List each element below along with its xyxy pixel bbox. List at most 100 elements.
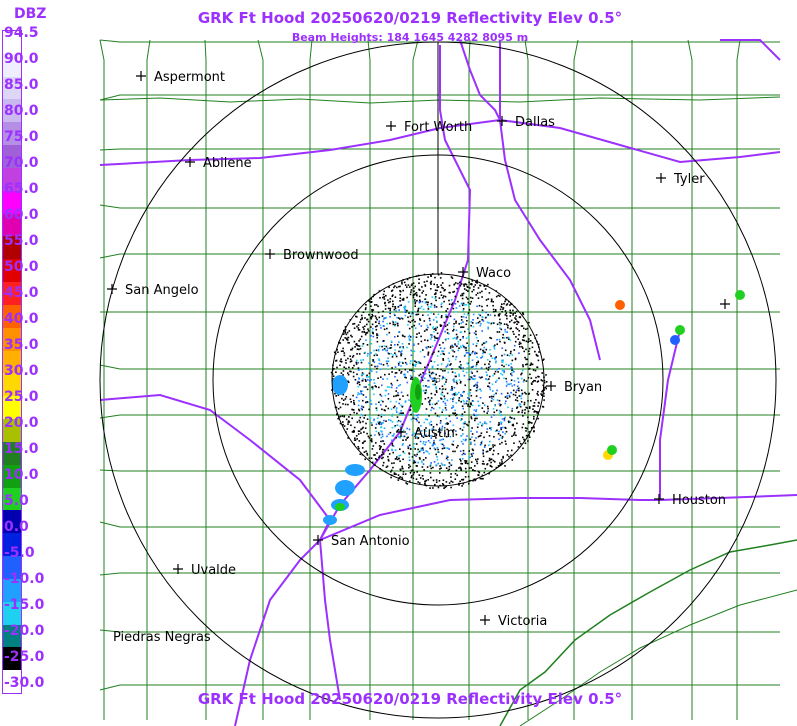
echo-pixel	[384, 349, 387, 352]
echo-pixel	[502, 308, 504, 311]
echo-pixel	[375, 304, 378, 306]
echo-pixel	[465, 323, 468, 326]
echo-pixel	[368, 372, 371, 375]
echo-pixel	[470, 453, 473, 455]
echo-pixel	[417, 448, 419, 451]
echo-pixel	[470, 324, 472, 327]
echo-pixel	[416, 313, 418, 316]
echo-pixel	[453, 393, 455, 395]
echo-pixel	[451, 277, 454, 279]
echo-pixel	[513, 432, 516, 435]
echo-pixel	[459, 466, 461, 469]
echo-pixel	[356, 359, 358, 362]
echo-pixel	[435, 481, 438, 483]
city-marker-icon	[185, 157, 195, 167]
echo-pixel	[435, 381, 438, 383]
echo-pixel	[455, 433, 458, 436]
colorbar-segment	[3, 533, 21, 557]
echo-pixel	[483, 284, 485, 287]
echo-pixel	[441, 427, 443, 429]
echo-pixel	[509, 309, 511, 312]
echo-pixel	[525, 393, 527, 395]
echo-pixel	[499, 324, 501, 326]
echo-pixel	[509, 352, 512, 355]
echo-pixel	[454, 337, 456, 339]
echo-pixel	[460, 319, 463, 321]
echo-pixel	[489, 353, 491, 355]
echo-pixel	[403, 306, 405, 309]
echo-pixel	[384, 301, 386, 304]
echo-pixel	[485, 450, 488, 453]
echo-pixel	[450, 363, 452, 365]
echo-pixel	[367, 383, 370, 386]
echo-pixel	[393, 425, 396, 428]
echo-pixel	[545, 387, 547, 390]
echo-pixel	[401, 317, 404, 320]
echo-pixel	[481, 316, 484, 318]
echo-pixel	[418, 300, 421, 303]
echo-pixel	[424, 373, 427, 375]
echo-pixel	[371, 370, 373, 373]
echo-pixel	[399, 448, 401, 450]
echo-pixel	[398, 402, 400, 405]
echo-pixel	[426, 339, 429, 342]
echo-pixel	[378, 316, 381, 319]
echo-pixel	[455, 413, 458, 416]
echo-pixel	[524, 409, 526, 411]
echo-pixel	[428, 373, 431, 376]
echo-pixel	[389, 315, 391, 318]
echo-pixel	[525, 380, 528, 382]
echo-pixel	[351, 348, 353, 351]
echo-pixel	[451, 371, 454, 373]
echo-pixel	[523, 339, 525, 342]
echo-pixel	[439, 277, 442, 279]
echo-pixel	[508, 383, 510, 386]
echo-pixel	[477, 361, 480, 364]
echo-pixel	[543, 399, 545, 401]
echo-pixel	[388, 373, 390, 375]
echo-pixel	[385, 316, 387, 319]
echo-pixel	[396, 458, 399, 461]
legend-tick-label: 90.0	[4, 51, 39, 67]
echo-pixel	[445, 338, 447, 340]
echo-pixel	[417, 416, 419, 419]
echo-pixel	[408, 312, 410, 314]
echo-pixel	[396, 322, 399, 325]
echo-pixel	[444, 330, 446, 333]
echo-pixel	[435, 386, 437, 389]
echo-pixel	[418, 361, 421, 364]
echo-pixel	[467, 424, 469, 427]
echo-pixel	[361, 414, 364, 417]
echo-pixel	[478, 435, 481, 437]
county-line	[99, 684, 780, 691]
echo-pixel	[453, 290, 456, 293]
echo-pixel	[435, 387, 438, 390]
echo-pixel	[488, 292, 491, 294]
echo-pixel	[481, 309, 484, 312]
echo-pixel	[433, 447, 436, 449]
echo-pixel	[402, 412, 404, 414]
echo-pixel	[501, 461, 503, 463]
echo-pixel	[503, 368, 505, 371]
echo-pixel	[498, 403, 501, 405]
echo-pixel	[358, 419, 361, 422]
echo-pixel	[469, 389, 472, 391]
echo-pixel	[431, 378, 433, 380]
echo-pixel	[481, 376, 483, 378]
echo-pixel	[430, 360, 433, 362]
echo-pixel	[418, 332, 420, 334]
echo-pixel	[537, 343, 540, 346]
echo-pixel	[373, 349, 375, 352]
echo-pixel	[520, 397, 523, 400]
echo-pixel	[464, 330, 466, 333]
echo-pixel	[486, 374, 488, 377]
legend-tick-label: 55.0	[4, 233, 39, 249]
echo-pixel	[383, 345, 386, 347]
echo-pixel	[467, 352, 469, 354]
echo-pixel	[475, 363, 478, 366]
echo-pixel	[413, 414, 416, 417]
echo-pixel	[518, 405, 521, 407]
echo-pixel	[434, 289, 437, 291]
echo-pixel	[382, 325, 385, 327]
legend-tick-label: 20.0	[4, 415, 39, 431]
